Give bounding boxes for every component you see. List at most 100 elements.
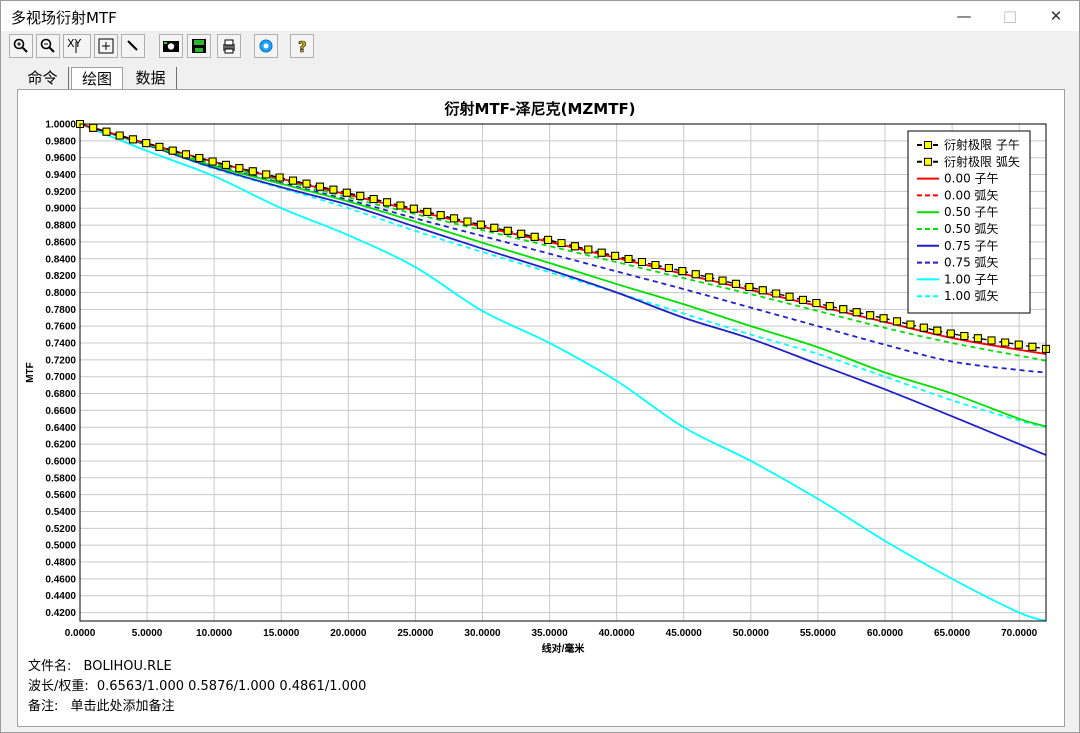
y-tick-label: 0.4200 (45, 608, 76, 619)
fit-view-icon (98, 38, 114, 54)
gear-icon (259, 39, 273, 53)
note-row[interactable]: 备注: 单击此处添加备注 (28, 697, 366, 717)
legend-entry: 0.00 子午 (944, 172, 999, 186)
series-marker (315, 182, 324, 191)
series-marker (812, 299, 821, 308)
y-tick-label: 0.9200 (45, 187, 76, 198)
series-marker (879, 314, 888, 323)
zoom-out-button[interactable] (36, 34, 60, 58)
camera-button[interactable] (159, 34, 183, 58)
series-marker (168, 146, 177, 155)
wavelength-label: 波长/权重: (28, 679, 89, 694)
series-marker (705, 273, 714, 282)
y-tick-label: 0.8600 (45, 237, 76, 248)
series-marker (637, 258, 646, 267)
series-marker (409, 204, 418, 213)
legend-entry: 0.50 弧矢 (944, 222, 999, 236)
y-tick-label: 0.4400 (45, 591, 76, 602)
settings-button[interactable] (254, 34, 278, 58)
series-marker (221, 160, 230, 169)
legend-entry: 0.75 子午 (944, 239, 999, 253)
note-value[interactable]: 单击此处添加备注 (70, 699, 175, 714)
chart-title: 衍射MTF-泽尼克(MZMTF) (444, 100, 636, 118)
wavelength-value: 0.6563/1.000 0.5876/1.000 0.4861/1.000 (96, 679, 367, 694)
y-tick-label: 0.4800 (45, 558, 76, 569)
series-marker (906, 320, 915, 329)
file-row: 文件名: BOLIHOU.RLE (28, 657, 366, 677)
minimize-button[interactable]: — (956, 7, 972, 25)
zoom-in-icon (13, 38, 28, 53)
y-tick-label: 0.5800 (45, 473, 76, 484)
legend-marker (924, 141, 932, 149)
series-marker (745, 283, 754, 292)
xy-scale-button[interactable]: XY (63, 34, 91, 58)
series-marker (181, 150, 190, 159)
y-tick-label: 0.7400 (45, 339, 76, 350)
tab-plot[interactable]: 绘图 (71, 67, 123, 89)
y-tick-label: 0.5400 (45, 507, 76, 518)
series-marker (476, 220, 485, 229)
series-marker (342, 188, 351, 197)
series-marker (839, 305, 848, 314)
series-marker (262, 170, 271, 179)
x-tick-label: 10.0000 (196, 628, 233, 639)
series-marker (115, 131, 124, 140)
series-marker (329, 185, 338, 194)
series-marker (530, 232, 539, 241)
series-marker (678, 267, 687, 276)
tab-data[interactable]: 数据 (125, 67, 177, 89)
series-marker (624, 254, 633, 263)
legend-entry: 0.50 子午 (944, 205, 999, 219)
close-button[interactable]: ✕ (1049, 7, 1063, 25)
y-tick-label: 0.6200 (45, 440, 76, 451)
save-icon (192, 39, 206, 53)
legend-entry: 0.00 弧矢 (944, 188, 999, 202)
help-button[interactable]: ? (290, 34, 314, 58)
y-tick-label: 0.9600 (45, 153, 76, 164)
series-marker (584, 245, 593, 254)
pen-button[interactable] (121, 34, 145, 58)
series-marker (597, 248, 606, 257)
series-marker (611, 251, 620, 260)
series-marker (195, 153, 204, 162)
series-marker (275, 173, 284, 182)
series-marker (436, 211, 445, 220)
print-button[interactable] (217, 34, 241, 58)
plot-frame (79, 123, 1047, 622)
x-tick-label: 50.0000 (733, 628, 770, 639)
series-marker (893, 317, 902, 326)
title-bar[interactable]: 多视场衍射MTF — □ ✕ (1, 1, 1079, 31)
x-tick-label: 20.0000 (330, 628, 367, 639)
series-marker (866, 311, 875, 320)
series-marker (383, 198, 392, 207)
tab-command[interactable]: 命令 (17, 67, 69, 89)
y-tick-label: 0.5600 (45, 490, 76, 501)
series-marker (731, 279, 740, 288)
printer-icon (223, 39, 235, 54)
legend-entry: 0.75 弧矢 (944, 256, 999, 270)
legend-entry: 衍射极限 子午 (944, 137, 1020, 152)
legend-marker (924, 157, 932, 166)
svg-text:?: ? (298, 38, 307, 55)
series-marker (987, 336, 996, 345)
y-tick-label: 0.8400 (45, 254, 76, 265)
y-tick-label: 0.4600 (45, 574, 76, 585)
series-marker (718, 276, 727, 285)
series-marker (142, 139, 151, 148)
series-line (79, 123, 1047, 428)
save-button[interactable] (187, 34, 211, 58)
fit-view-button[interactable] (94, 34, 118, 58)
zoom-in-button[interactable] (9, 34, 33, 58)
x-tick-label: 65.0000 (934, 628, 971, 639)
series-line (79, 123, 1047, 622)
y-tick-label: 1.0000 (45, 120, 76, 131)
y-tick-label: 0.8800 (45, 221, 76, 232)
series-line (79, 123, 1047, 355)
legend-entry: 1.00 子午 (944, 272, 999, 286)
y-tick-label: 0.6600 (45, 406, 76, 417)
x-tick-label: 5.0000 (132, 628, 163, 639)
series-marker (933, 326, 942, 335)
series-marker (785, 292, 794, 301)
series-marker (463, 217, 472, 226)
maximize-button[interactable]: □ (1002, 7, 1018, 25)
